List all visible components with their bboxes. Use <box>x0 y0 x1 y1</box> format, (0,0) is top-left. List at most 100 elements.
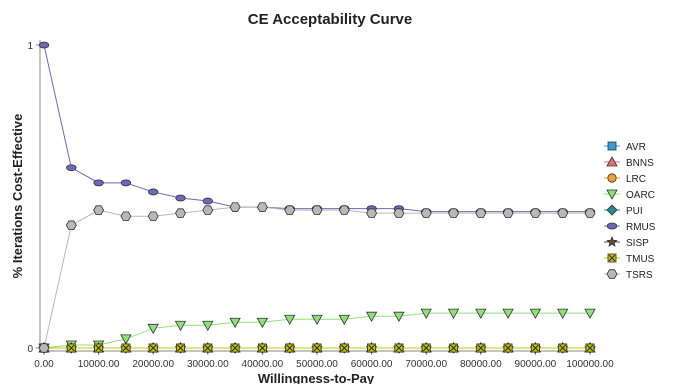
x-tick-label: 80000.00 <box>460 359 502 370</box>
data-point-oarc <box>202 320 214 332</box>
legend-marker-oarc <box>606 189 618 200</box>
series-line-tsrs <box>43 206 590 349</box>
data-point-rmus <box>202 197 214 205</box>
data-point-tmus <box>66 343 76 353</box>
x-tick-label: 40000.00 <box>242 359 284 370</box>
data-point-tmus <box>421 343 431 353</box>
legend-item-rmus: RMUS <box>604 222 656 233</box>
data-point-tmus <box>230 343 240 353</box>
data-point-tsrs <box>256 202 268 212</box>
legend-marker-avr <box>607 141 617 151</box>
data-point-tmus <box>449 343 458 353</box>
data-point-oarc <box>174 320 187 332</box>
data-point-tsrs <box>38 343 50 353</box>
legend-label: TSRS <box>626 270 653 281</box>
data-point-tsrs <box>502 208 514 218</box>
data-point-rmus <box>38 41 50 49</box>
chart-title: CE Acceptability Curve <box>248 11 413 28</box>
legend-marker-rmus <box>606 222 618 230</box>
data-point-tmus <box>203 343 213 353</box>
y-tick-label: 1 <box>27 41 33 52</box>
data-point-tsrs <box>584 208 596 218</box>
series-layer <box>38 41 596 354</box>
x-tick-label: 70000.00 <box>405 359 447 370</box>
data-point-rmus <box>93 179 104 187</box>
data-point-rmus <box>120 179 132 187</box>
legend-item-avr: AVR <box>604 141 646 153</box>
legend-item-tsrs: TSRS <box>604 269 653 281</box>
legend-marker-tmus <box>607 253 617 263</box>
series-line-rmus <box>43 44 590 213</box>
data-point-tsrs <box>366 208 378 218</box>
legend-label: BNNS <box>626 158 654 169</box>
legend-marker-lrc <box>607 173 617 183</box>
legend-item-tmus: TMUS <box>604 253 655 265</box>
series-tmus <box>39 343 595 353</box>
data-point-tmus <box>121 343 131 353</box>
data-point-oarc <box>502 308 514 319</box>
legend-label: OARC <box>626 190 655 201</box>
legend: AVR BNNS LRC OARC PUI RMUS SISP TMUS TSRS <box>604 141 656 281</box>
ticks-layer: 0.00 10000.00 20000.00 30000.00 40000.00 5000… <box>27 41 614 370</box>
data-point-oarc <box>584 308 596 319</box>
data-point-oarc <box>284 314 296 326</box>
data-point-tsrs <box>175 208 186 218</box>
x-tick-label: 50000.00 <box>296 359 338 370</box>
x-tick-label: 10000.00 <box>78 359 120 370</box>
data-point-tmus <box>585 343 595 353</box>
data-point-tsrs <box>229 202 241 212</box>
x-tick-label: 20000.00 <box>132 359 174 370</box>
series-tsrs <box>38 202 596 353</box>
legend-marker-tsrs <box>606 269 618 279</box>
data-point-tmus <box>394 343 404 353</box>
data-point-tmus <box>558 343 568 353</box>
data-point-tmus <box>503 343 513 353</box>
x-tick-label: 90000.00 <box>515 359 557 370</box>
y-tick-label: 0 <box>27 344 33 355</box>
data-point-tmus <box>148 343 158 353</box>
data-point-tsrs <box>284 205 296 215</box>
data-point-oarc <box>256 317 269 329</box>
data-point-tmus <box>176 343 185 353</box>
data-point-tsrs <box>120 211 132 221</box>
x-tick-label: 30000.00 <box>187 359 229 370</box>
data-point-oarc <box>447 308 460 319</box>
data-point-rmus <box>175 194 186 202</box>
data-point-tsrs <box>93 205 105 215</box>
legend-label: SISP <box>626 238 649 249</box>
data-point-tsrs <box>557 208 569 218</box>
legend-marker-bnns <box>606 156 618 167</box>
legend-label: LRC <box>626 174 646 185</box>
legend-label: AVR <box>626 142 646 153</box>
legend-item-sisp: SISP <box>604 235 649 249</box>
data-point-oarc <box>338 314 350 326</box>
x-axis-label: Willingness-to-Pay <box>258 371 375 384</box>
data-point-oarc <box>120 334 132 345</box>
data-point-tsrs <box>420 208 432 218</box>
data-point-oarc <box>420 308 432 319</box>
legend-marker-pui <box>606 204 618 216</box>
data-point-tsrs <box>311 205 323 215</box>
data-point-oarc <box>365 311 378 323</box>
legend-item-lrc: LRC <box>604 173 646 185</box>
data-point-oarc <box>311 314 323 326</box>
x-tick-label: 0.00 <box>34 359 54 370</box>
data-point-tmus <box>312 343 322 353</box>
data-point-tmus <box>339 343 349 353</box>
legend-item-oarc: OARC <box>604 189 655 201</box>
data-point-tsrs <box>65 220 77 231</box>
legend-label: RMUS <box>626 222 656 233</box>
data-point-tsrs <box>529 208 541 218</box>
x-tick-label: 100000.00 <box>566 359 614 370</box>
data-point-tsrs <box>393 208 405 218</box>
data-point-rmus <box>66 164 77 172</box>
data-point-oarc <box>147 323 159 335</box>
data-point-tmus <box>367 343 377 353</box>
data-point-oarc <box>529 308 542 319</box>
legend-label: TMUS <box>626 254 655 265</box>
series-rmus <box>38 41 596 216</box>
data-point-tmus <box>257 343 267 353</box>
data-point-oarc <box>475 308 487 319</box>
